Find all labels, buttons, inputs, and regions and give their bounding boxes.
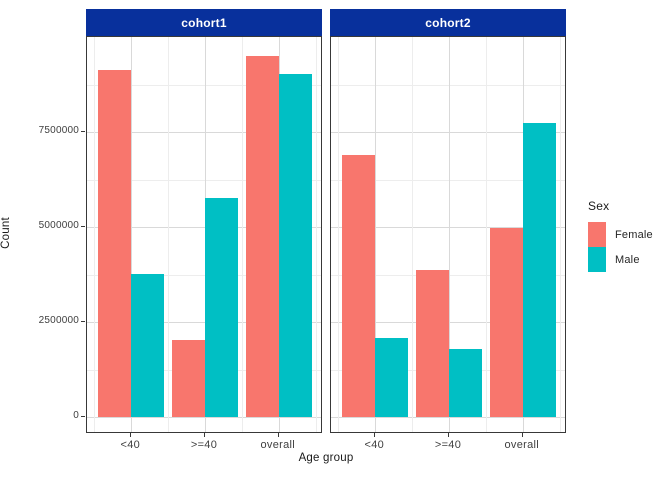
y-tick-label: 0 — [73, 410, 79, 421]
bar-female-overall-cohort1 — [245, 56, 279, 417]
x-tick-label: >=40 — [434, 439, 462, 451]
gridline-major-h — [331, 417, 565, 418]
bar-male-<40-cohort1 — [131, 274, 165, 417]
legend-item-label: Male — [615, 253, 640, 266]
x-axis-title: Age group — [298, 452, 354, 464]
bar-male->=40-cohort2 — [449, 349, 482, 417]
gridline-major-h — [87, 417, 321, 418]
bar-male-overall-cohort2 — [522, 122, 556, 417]
x-tick-mark — [130, 433, 132, 437]
x-tick-mark — [521, 433, 523, 437]
legend-key-swatch — [588, 222, 606, 247]
legend-item-female: Female — [588, 222, 653, 247]
facet-strip-label: cohort2 — [425, 15, 471, 30]
bar-male-overall-cohort1 — [278, 73, 312, 417]
gridline-major-h — [331, 132, 565, 133]
bar-male-<40-cohort2 — [375, 338, 409, 417]
gridline-major-h — [331, 227, 565, 228]
gridline-minor-h — [331, 84, 565, 86]
legend-item-male: Male — [588, 247, 653, 272]
bar-female-overall-cohort2 — [489, 228, 523, 417]
x-tick-label: >=40 — [190, 439, 218, 451]
bar-female-<40-cohort1 — [98, 70, 132, 417]
gridline-minor-v — [412, 37, 414, 432]
facet-strip: cohort1 — [86, 9, 322, 36]
y-tick-label: 2500000 — [38, 315, 79, 326]
x-tick-mark — [448, 433, 449, 437]
x-tick-mark — [204, 433, 205, 437]
gridline-minor-v — [485, 37, 487, 432]
legend: Sex Female Male — [588, 199, 653, 272]
gridline-major-h — [87, 322, 321, 323]
plot-panel — [330, 36, 566, 433]
bar-female->=40-cohort2 — [416, 269, 449, 417]
x-tick-label: <40 — [120, 439, 141, 451]
gridline-major-v — [375, 37, 377, 432]
facet-strip-label: cohort1 — [181, 15, 227, 30]
gridline-major-v — [131, 37, 133, 432]
plot-panel — [86, 36, 322, 433]
gridline-major-h — [87, 132, 321, 133]
gridline-minor-v — [168, 37, 170, 432]
gridline-minor-v — [94, 37, 96, 432]
x-tick-label: overall — [260, 439, 295, 451]
legend-item-label: Female — [615, 228, 653, 241]
gridline-major-h — [87, 227, 321, 228]
gridline-major-v — [449, 37, 450, 432]
gridline-minor-v — [241, 37, 243, 432]
y-tick-label: 5000000 — [38, 220, 79, 231]
gridline-minor-v — [315, 37, 317, 432]
y-tick-mark — [81, 321, 85, 322]
y-tick-mark — [81, 226, 85, 227]
gridline-minor-v — [338, 37, 340, 432]
facet-strip: cohort2 — [330, 9, 566, 36]
gridline-minor-h — [331, 179, 565, 181]
y-axis-title: Count — [0, 217, 12, 249]
x-tick-mark — [374, 433, 376, 437]
gridline-minor-h — [87, 84, 321, 86]
y-tick-mark — [81, 416, 85, 417]
bar-male->=40-cohort1 — [205, 198, 238, 417]
legend-key-swatch — [588, 247, 606, 272]
bar-female->=40-cohort1 — [172, 339, 205, 417]
gridline-minor-h — [87, 179, 321, 181]
gridline-minor-h — [87, 274, 321, 276]
gridline-minor-v — [559, 37, 561, 432]
y-tick-label: 7500000 — [38, 125, 79, 136]
legend-title: Sex — [588, 199, 610, 213]
x-tick-label: <40 — [364, 439, 385, 451]
x-tick-label: overall — [504, 439, 539, 451]
x-tick-mark — [277, 433, 279, 437]
y-tick-mark — [81, 131, 85, 132]
legend-items: Female Male — [588, 222, 653, 272]
bar-female-<40-cohort2 — [342, 154, 376, 417]
